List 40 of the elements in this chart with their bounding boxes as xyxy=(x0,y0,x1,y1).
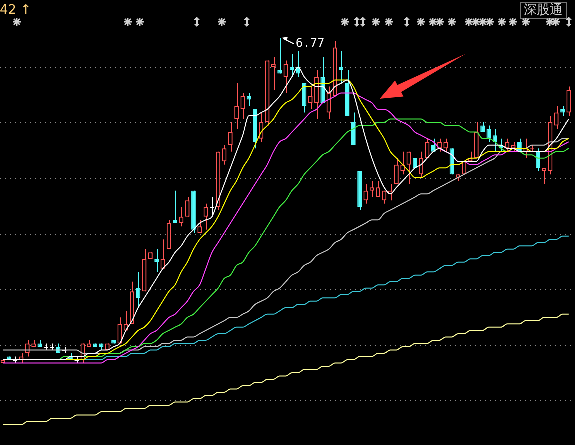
candlestick xyxy=(351,112,356,146)
candlestick xyxy=(228,122,233,152)
candlestick xyxy=(278,38,282,74)
candlestick xyxy=(246,92,252,107)
annotation: 6.77 xyxy=(296,36,325,51)
candlestick xyxy=(179,206,184,228)
candlestick xyxy=(370,180,374,198)
candlestick xyxy=(234,83,240,130)
candlestick xyxy=(505,138,510,152)
candlestick xyxy=(566,86,572,117)
candlestick xyxy=(154,248,160,273)
candlestick xyxy=(25,340,30,358)
candlestick xyxy=(560,106,565,117)
candlestick xyxy=(419,151,424,178)
candlestick xyxy=(382,190,387,204)
candlestick xyxy=(185,196,190,218)
candlestick xyxy=(394,158,399,185)
candlestick xyxy=(376,180,380,198)
candlestick xyxy=(554,106,559,130)
candlestick xyxy=(198,220,202,234)
candlestick xyxy=(492,128,498,152)
candlestick xyxy=(326,86,332,120)
candlestick xyxy=(308,86,313,110)
candlestick xyxy=(444,138,448,152)
candlestick xyxy=(425,138,430,159)
candlestick xyxy=(542,168,547,185)
candlestick xyxy=(19,352,24,364)
candlestick xyxy=(536,148,540,172)
text: 42 ↑ xyxy=(0,3,32,18)
text: 深股通 xyxy=(520,2,567,19)
candlestick xyxy=(204,203,208,230)
candlestick xyxy=(302,83,307,114)
candlestick xyxy=(296,50,301,78)
candlestick xyxy=(271,57,276,91)
candlestick xyxy=(431,138,436,152)
candlestick xyxy=(364,184,368,204)
candlestick xyxy=(136,272,141,308)
candlestick xyxy=(173,190,178,224)
candlestick xyxy=(240,92,246,120)
candlestick xyxy=(400,151,406,176)
